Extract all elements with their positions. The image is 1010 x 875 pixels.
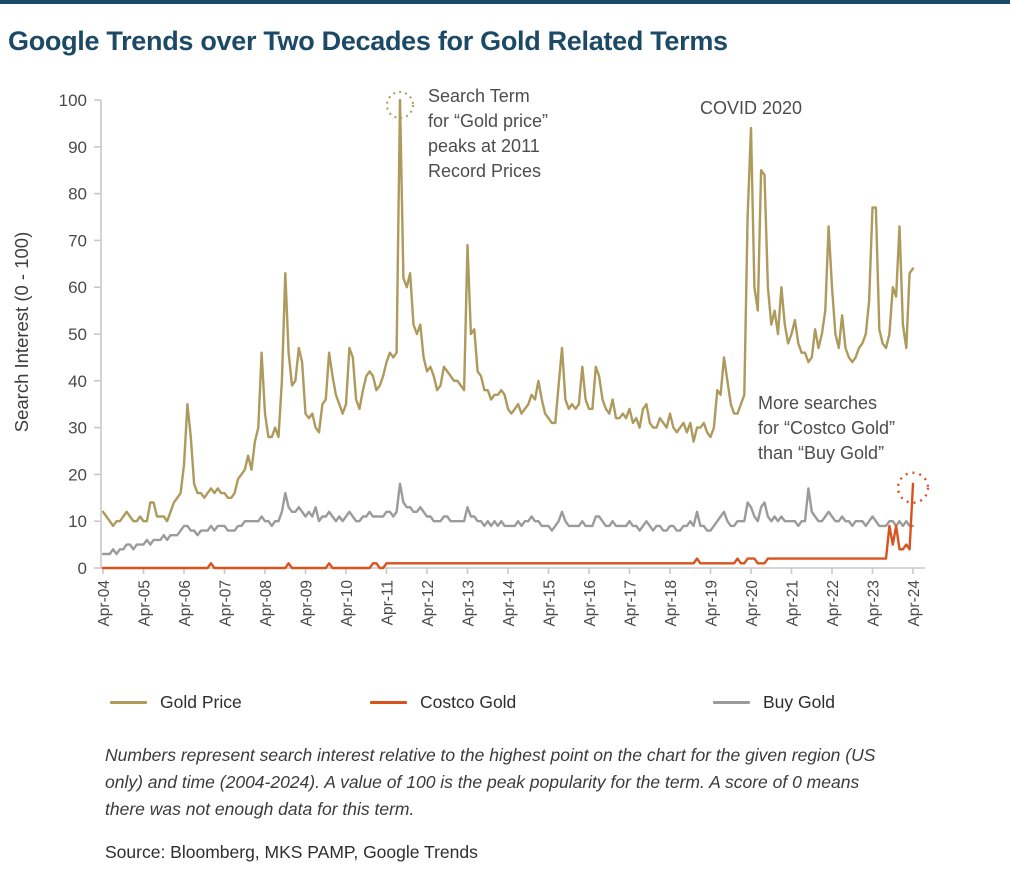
annotation-gold-peak-line: peaks at 2011 (428, 136, 540, 156)
x-tick-label: Apr-12 (420, 580, 437, 627)
annotation-gold-peak-line: Search Term (428, 86, 530, 106)
x-tick-label: Apr-10 (339, 580, 356, 627)
x-tick-label: Apr-20 (744, 580, 761, 627)
x-tick-label: Apr-09 (299, 580, 316, 627)
y-tick-label: 70 (68, 231, 87, 250)
x-tick-label: Apr-24 (906, 580, 923, 627)
footnote: Numbers represent search interest relati… (105, 745, 876, 820)
legend-swatch-gold-price (110, 700, 147, 704)
legend-item-buy-gold: Buy Gold (713, 690, 835, 714)
x-tick-label: Apr-14 (501, 580, 518, 627)
source-line: Source: Bloomberg, MKS PAMP, Google Tren… (105, 842, 478, 862)
annotation-gold-peak-line: for “Gold price” (428, 111, 549, 131)
x-tick-label: Apr-05 (137, 580, 154, 627)
x-tick-label: Apr-04 (96, 580, 113, 627)
annotation-costco-line: for “Costco Gold” (758, 418, 896, 438)
annotation-covid-line: COVID 2020 (700, 98, 803, 118)
annotation-covid: COVID 2020 (700, 96, 802, 121)
y-tick-label: 40 (68, 372, 87, 391)
annotation-gold-peak: Search Term for “Gold price” peaks at 20… (428, 84, 548, 184)
x-tick-label: Apr-11 (380, 580, 397, 625)
x-tick-label: Apr-21 (785, 580, 802, 627)
y-tick-label: 60 (68, 278, 87, 297)
annotation-costco-line: than “Buy Gold” (758, 443, 885, 463)
chart-legend: Gold Price Costco Gold Buy Gold (0, 690, 1010, 720)
y-axis-title: Search Interest (0 - 100) (11, 231, 32, 433)
top-rule (0, 0, 1010, 4)
legend-label-gold-price: Gold Price (160, 691, 242, 712)
annotation-gold-peak-line: Record Prices (428, 161, 542, 181)
gold-peak-dotted-circle (386, 91, 414, 119)
y-tick-label: 10 (68, 512, 87, 531)
series-line-costco-gold (101, 482, 915, 570)
y-tick-label: 30 (68, 419, 87, 438)
x-tick-label: Apr-07 (218, 580, 235, 627)
y-tick-label: 20 (68, 465, 87, 484)
legend-item-gold-price: Gold Price (110, 690, 242, 714)
x-tick-label: Apr-15 (542, 580, 559, 627)
x-tick-label: Apr-06 (177, 580, 194, 627)
x-tick-label: Apr-23 (866, 580, 883, 627)
series-line-gold-price (101, 98, 915, 528)
series-line-buy-gold (101, 482, 915, 556)
annotation-costco: More searches for “Costco Gold” than “Bu… (758, 391, 895, 466)
legend-swatch-costco-gold (370, 700, 407, 704)
legend-label-costco-gold: Costco Gold (420, 691, 517, 712)
y-tick-label: 0 (78, 559, 87, 578)
y-tick-label: 100 (59, 91, 87, 110)
y-tick-label: 80 (68, 185, 87, 204)
legend-swatch-buy-gold (713, 700, 750, 704)
annotation-costco-line: More searches (758, 393, 878, 413)
legend-label-buy-gold: Buy Gold (763, 691, 835, 712)
x-tick-label: Apr-17 (623, 580, 640, 627)
legend-item-costco-gold: Costco Gold (370, 690, 516, 714)
x-tick-label: Apr-19 (704, 580, 721, 627)
x-tick-label: Apr-16 (582, 580, 599, 627)
y-tick-label: 90 (68, 138, 87, 157)
x-tick-label: Apr-22 (825, 580, 842, 627)
x-tick-label: Apr-13 (461, 580, 478, 627)
y-tick-label: 50 (68, 325, 87, 344)
x-tick-label: Apr-18 (663, 580, 680, 627)
page-title: Google Trends over Two Decades for Gold … (8, 26, 728, 57)
costco-spike-dotted-circle (896, 471, 930, 504)
x-tick-label: Apr-08 (258, 580, 275, 627)
